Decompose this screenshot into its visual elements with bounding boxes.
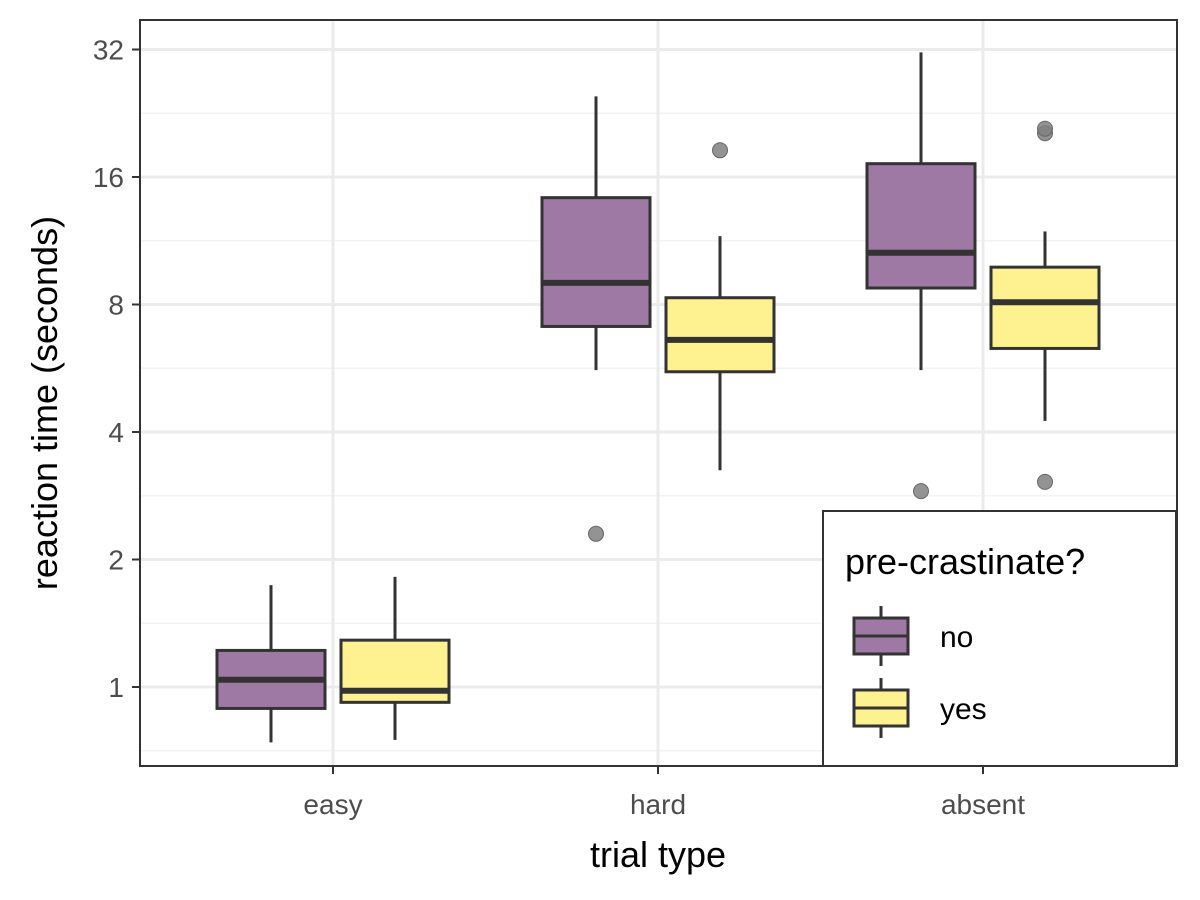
y-tick-label: 16 — [93, 162, 124, 193]
x-tick-label: hard — [630, 789, 686, 820]
box-no-hard — [540, 96, 652, 542]
y-axis-title: reaction time (seconds) — [24, 216, 65, 590]
legend-label: no — [940, 621, 973, 654]
x-axis-tick-labels: easy hard absent — [303, 789, 1025, 820]
y-tick-label: 2 — [108, 545, 124, 576]
y-tick-label: 1 — [108, 672, 124, 703]
x-tick-label: easy — [303, 789, 362, 820]
box-body — [865, 162, 977, 290]
outlier-point — [712, 142, 728, 159]
legend-label: yes — [940, 693, 987, 726]
y-tick-label: 32 — [93, 35, 124, 66]
box-yes-hard — [664, 142, 776, 471]
y-tick-label: 8 — [108, 290, 124, 321]
legend-title: pre-crastinate? — [845, 541, 1085, 582]
legend-key-no: no — [852, 606, 973, 666]
legend-key-yes: yes — [852, 678, 987, 738]
box-body — [540, 196, 652, 328]
legend: pre-crastinate? no yes — [822, 510, 1177, 767]
box-body — [664, 296, 776, 374]
y-axis-ticks — [132, 48, 140, 688]
x-axis-ticks — [332, 766, 984, 774]
box-yes-absent — [989, 120, 1101, 490]
outlier-point — [588, 525, 604, 542]
box-no-absent — [865, 52, 977, 500]
box-body — [989, 265, 1101, 350]
box-series — [215, 52, 1101, 743]
x-tick-label: absent — [941, 789, 1025, 820]
outlier-point — [1037, 473, 1053, 490]
x-axis-title: trial type — [590, 834, 726, 875]
y-axis-tick-labels: 1 2 4 8 16 32 — [93, 35, 124, 704]
outlier-point — [913, 483, 929, 500]
box-no-easy — [215, 585, 327, 743]
box-yes-easy — [339, 576, 451, 740]
y-tick-label: 4 — [108, 417, 124, 448]
legend-keys: no yes — [852, 606, 987, 738]
outlier-point — [1037, 120, 1053, 137]
